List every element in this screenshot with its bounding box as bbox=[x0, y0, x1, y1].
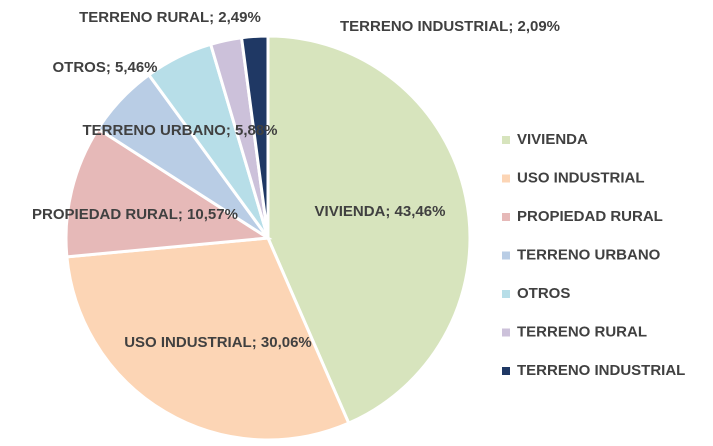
pie-slice bbox=[65, 236, 351, 442]
pie-slice bbox=[266, 34, 472, 426]
legend-label: TERRENO INDUSTRIAL bbox=[517, 362, 685, 379]
legend-marker bbox=[502, 251, 510, 260]
legend-marker bbox=[502, 174, 510, 183]
legend-label: OTROS bbox=[517, 285, 570, 302]
legend-label: USO INDUSTRIAL bbox=[517, 169, 645, 186]
legend-marker bbox=[502, 290, 510, 298]
pie-slice bbox=[64, 126, 273, 259]
legend-label: PROPIEDAD RURAL bbox=[517, 208, 663, 225]
legend-label: TERRENO URBANO bbox=[517, 246, 661, 263]
legend-marker bbox=[502, 328, 510, 337]
data-label: PROPIEDAD RURAL; 10,57% bbox=[32, 206, 238, 223]
data-label: VIVIENDA; 43,46% bbox=[315, 203, 446, 220]
legend-marker bbox=[502, 136, 510, 144]
data-label: TERRENO INDUSTRIAL; 2,09% bbox=[340, 18, 560, 35]
legend-marker bbox=[502, 367, 510, 375]
data-label: USO INDUSTRIAL; 30,06% bbox=[124, 334, 312, 351]
legend-label: VIVIENDA bbox=[517, 131, 588, 148]
data-label: TERRENO URBANO; 5,88% bbox=[82, 122, 277, 139]
data-label: TERRENO RURAL; 2,49% bbox=[79, 9, 261, 26]
pie-slice bbox=[239, 34, 270, 239]
data-label: OTROS; 5,46% bbox=[52, 59, 157, 76]
legend-label: TERRENO RURAL bbox=[517, 323, 647, 340]
legend-marker bbox=[502, 213, 510, 221]
